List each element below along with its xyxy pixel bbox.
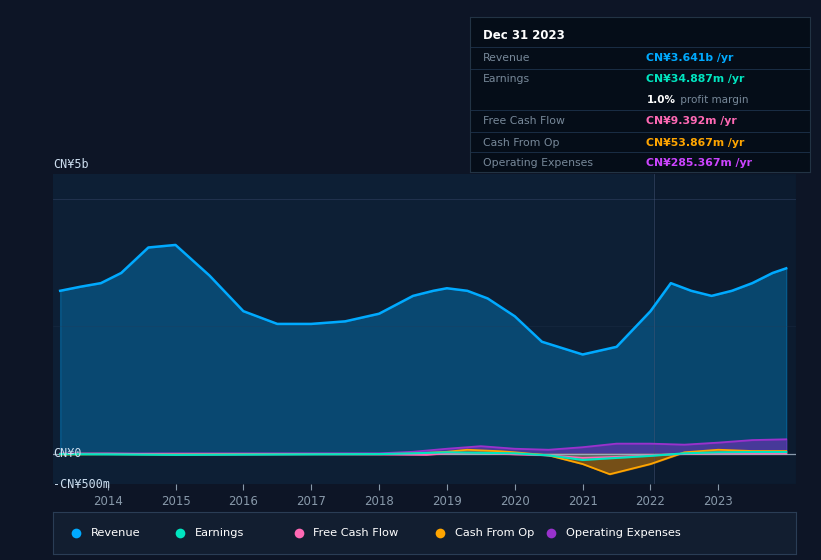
Text: Cash From Op: Cash From Op [484, 138, 560, 148]
Text: profit margin: profit margin [677, 95, 749, 105]
Text: -CN¥500m: -CN¥500m [53, 478, 110, 492]
Bar [654, 174, 796, 484]
Text: Revenue: Revenue [90, 529, 140, 538]
Text: CN¥285.367m /yr: CN¥285.367m /yr [646, 158, 752, 168]
Text: Operating Expenses: Operating Expenses [484, 158, 594, 168]
Text: CN¥34.887m /yr: CN¥34.887m /yr [646, 74, 745, 85]
Text: Free Cash Flow: Free Cash Flow [314, 529, 399, 538]
Text: CN¥3.641b /yr: CN¥3.641b /yr [646, 53, 734, 63]
Text: Cash From Op: Cash From Op [455, 529, 534, 538]
Text: CN¥53.867m /yr: CN¥53.867m /yr [646, 138, 745, 148]
Text: Dec 31 2023: Dec 31 2023 [484, 30, 565, 43]
Text: Revenue: Revenue [484, 53, 530, 63]
Text: Free Cash Flow: Free Cash Flow [484, 116, 565, 127]
Text: CN¥0: CN¥0 [53, 447, 82, 460]
Text: CN¥5b: CN¥5b [53, 158, 89, 171]
Text: 1.0%: 1.0% [646, 95, 676, 105]
Text: Earnings: Earnings [195, 529, 244, 538]
Text: CN¥9.392m /yr: CN¥9.392m /yr [646, 116, 737, 127]
Text: Earnings: Earnings [484, 74, 530, 85]
Text: Operating Expenses: Operating Expenses [566, 529, 681, 538]
